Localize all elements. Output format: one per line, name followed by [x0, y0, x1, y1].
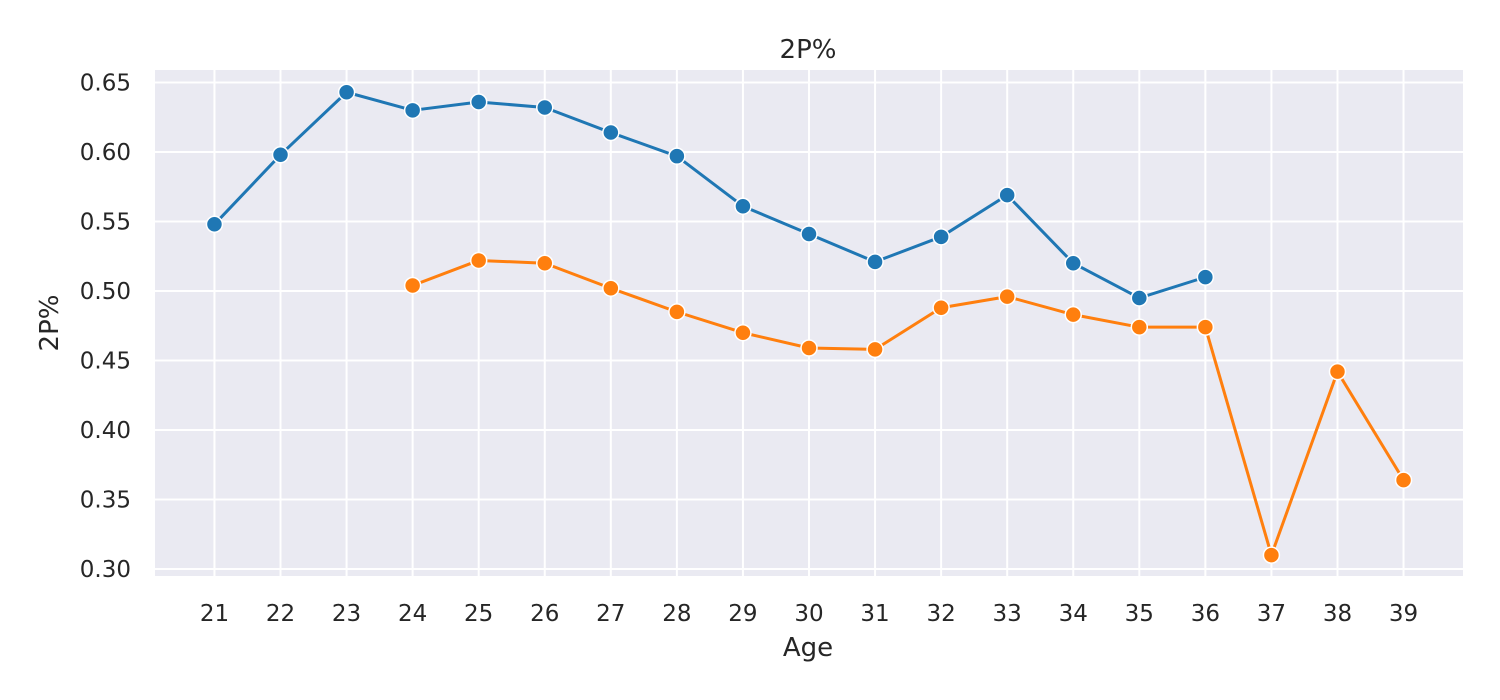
series-2-point [1262, 546, 1281, 564]
y-tick-label: 0.50 [80, 279, 131, 305]
series-2-point [469, 251, 488, 270]
x-tick-label: 34 [1059, 601, 1088, 627]
series-1-point [469, 93, 488, 111]
series-2-point [536, 254, 554, 272]
series-2-point [734, 323, 752, 342]
series-1-point [932, 228, 950, 246]
x-tick-label: 37 [1257, 601, 1286, 627]
series-1-point [998, 186, 1016, 204]
series-1-point [1064, 254, 1082, 272]
x-tick-label: 32 [926, 601, 955, 627]
y-axis-label: 2P% [35, 295, 65, 352]
grid [155, 70, 1463, 576]
x-tick-label: 21 [200, 601, 229, 627]
series-1-point [337, 83, 356, 101]
x-tick-label: 35 [1125, 601, 1154, 627]
series-1-point [734, 197, 752, 215]
series-2-point [1064, 305, 1082, 324]
y-tick-label: 0.45 [80, 349, 131, 375]
series-2-point [1394, 471, 1413, 489]
series-1-point [602, 123, 620, 142]
y-tick-label: 0.30 [80, 557, 131, 583]
y-tick-label: 0.35 [80, 488, 131, 514]
series-2-point [866, 340, 884, 359]
series-1-point [1196, 268, 1215, 286]
x-tick-label: 33 [993, 601, 1022, 627]
x-tick-label: 23 [332, 601, 361, 627]
x-tick-label: 25 [464, 601, 493, 627]
series-1-point [536, 98, 554, 117]
series-1-point [271, 146, 290, 164]
series-2-point [1328, 362, 1347, 381]
x-tick-label: 36 [1191, 601, 1220, 627]
series-2-point [998, 287, 1016, 306]
series-2-point [932, 298, 950, 317]
series-2-point [1130, 318, 1149, 336]
x-tick-label: 39 [1389, 601, 1418, 627]
x-tick-label: 24 [398, 601, 427, 627]
series-layer [205, 83, 1413, 564]
chart-title: 2P% [780, 35, 837, 65]
x-axis-label: Age [783, 633, 833, 663]
tick-labels: 21 22 23 24 25 26 27 28 29 30 31 32 33 34 35 36 37 38 39 0.… [80, 71, 1418, 627]
x-tick-label: 22 [266, 601, 295, 627]
series-2-point [1196, 318, 1215, 336]
series-1-point [205, 215, 224, 234]
x-tick-label: 38 [1323, 601, 1352, 627]
x-tick-label: 29 [728, 601, 757, 627]
series-1-point [866, 253, 884, 271]
series-2-line [412, 258, 1405, 557]
series-1-point [403, 101, 422, 120]
x-tick-label: 26 [530, 601, 559, 627]
series-1-point [800, 225, 818, 243]
series-1-point [1130, 289, 1149, 307]
series-1-line [213, 90, 1206, 300]
series-2-point [668, 303, 686, 321]
x-tick-label: 31 [860, 601, 889, 627]
y-tick-label: 0.65 [80, 71, 131, 97]
x-tick-label: 30 [794, 601, 823, 627]
series-2-point [602, 279, 620, 297]
y-tick-label: 0.60 [80, 140, 131, 166]
series-2-point [800, 339, 818, 357]
y-tick-label: 0.40 [80, 418, 131, 444]
x-tick-label: 28 [662, 601, 691, 627]
series-2-point [403, 276, 422, 295]
series-1-point [668, 147, 686, 165]
y-tick-label: 0.55 [80, 210, 131, 236]
x-tick-label: 27 [596, 601, 625, 627]
